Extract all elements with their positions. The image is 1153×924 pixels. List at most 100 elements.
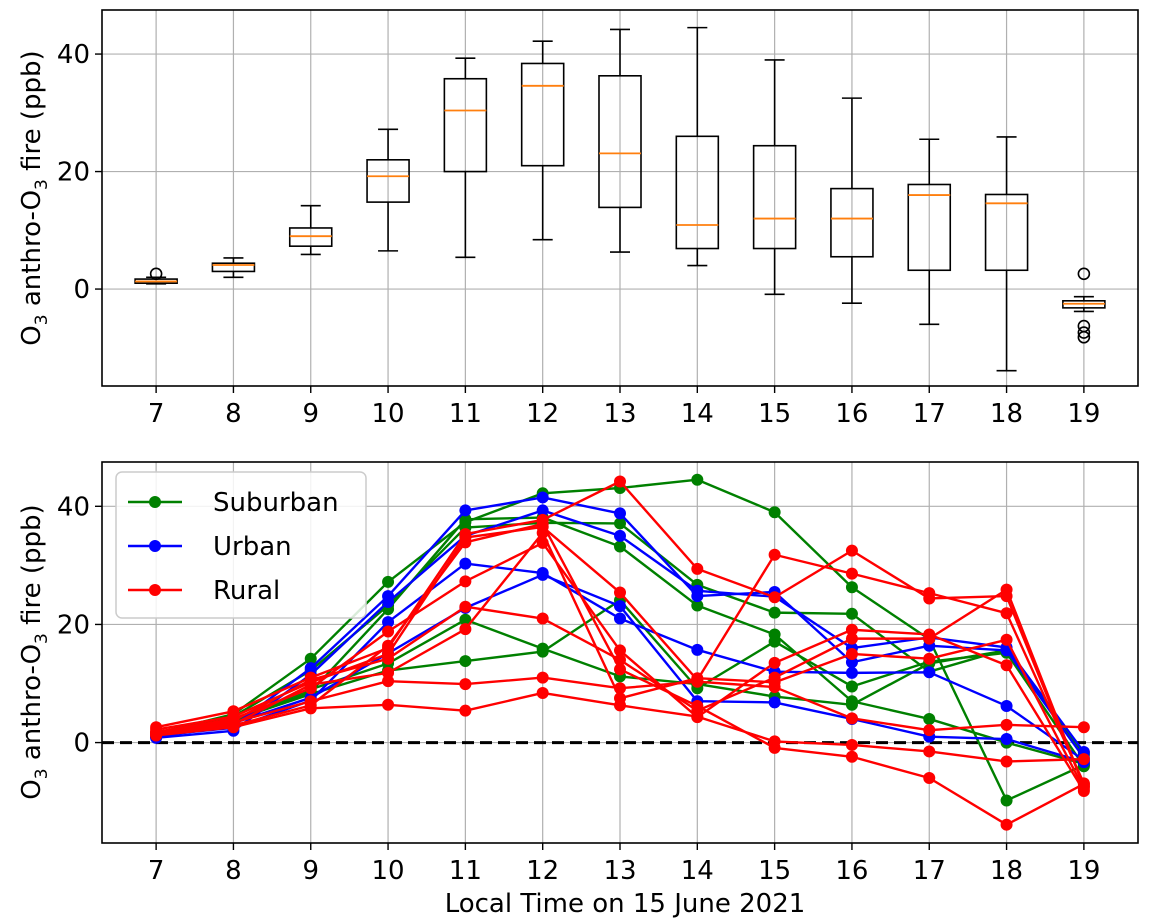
boxplot-x-tick-label: 11: [449, 399, 482, 429]
legend-entry-suburban: Suburban: [128, 488, 339, 518]
series-point: [1000, 699, 1013, 712]
series-point: [845, 698, 858, 711]
series-point: [691, 473, 704, 486]
boxplot-y-tick-label: 0: [73, 275, 90, 305]
boxplot-iqr-box: [443, 77, 488, 173]
line-x-tick-label: 16: [835, 856, 868, 886]
series-point: [614, 517, 626, 530]
series-point: [845, 750, 858, 763]
boxplot-x-tick-label: 15: [758, 399, 791, 429]
boxplot-y-tick-label: 40: [57, 40, 90, 70]
series-point: [691, 699, 704, 712]
legend-swatch-marker: [149, 584, 161, 596]
line-x-tick-label: 14: [681, 856, 714, 886]
series-point: [459, 623, 472, 636]
series-point: [459, 600, 472, 613]
boxplot-iqr-box: [675, 135, 720, 250]
boxplot-box-13: [598, 28, 642, 253]
boxplot-x-tick-label: 14: [681, 399, 714, 429]
series-point: [382, 575, 395, 588]
series-point: [923, 712, 936, 725]
series-point: [1000, 583, 1013, 596]
series-point: [1000, 659, 1013, 672]
boxplot-y-axis-label: O3 anthro-O3 fire (ppb): [17, 50, 52, 345]
series-point: [304, 699, 317, 712]
boxplot-boxes: [134, 26, 1106, 372]
boxplot-box-18: [984, 136, 1029, 372]
boxplot-x-tick-label: 13: [603, 399, 636, 429]
series-rural-16: [150, 518, 1090, 831]
boxplot-x-tick-label: 16: [835, 399, 868, 429]
series-point: [845, 581, 858, 594]
boxplot-iqr-box: [520, 62, 565, 167]
series-point: [691, 710, 704, 723]
boxplot-iqr-box: [907, 183, 952, 272]
boxplot-x-tick-label: 17: [913, 399, 946, 429]
series-point: [536, 518, 549, 531]
series-point: [923, 724, 936, 737]
series-point: [691, 643, 704, 656]
boxplot-outlier: [1077, 330, 1091, 344]
line-y-ticks: 0 20 40: [57, 492, 102, 759]
boxplot-box-12: [520, 40, 565, 241]
series-point: [382, 625, 395, 638]
line-x-tick-label: 19: [1067, 856, 1100, 886]
series-point: [614, 663, 626, 676]
boxplot-box-16: [830, 97, 874, 304]
series-point: [614, 540, 626, 553]
series-point: [768, 741, 781, 754]
series-point: [691, 599, 704, 612]
series-point: [1077, 753, 1090, 766]
series-point: [691, 675, 704, 688]
series-point: [1077, 777, 1090, 790]
line-x-tick-label: 11: [449, 856, 482, 886]
boxplot-box-17: [907, 138, 952, 326]
series-point: [614, 699, 626, 712]
line-x-tick-label: 9: [302, 856, 319, 886]
boxplot-x-tick-label: 8: [225, 399, 242, 429]
boxplot-x-tick-label: 9: [302, 399, 319, 429]
boxplot-x-tick-label: 19: [1067, 399, 1100, 429]
series-point: [459, 655, 472, 668]
series-point: [459, 575, 472, 588]
boxplot-x-tick-label: 7: [148, 399, 165, 429]
legend-label: Rural: [213, 576, 280, 606]
series-point: [768, 506, 781, 519]
boxplot-iqr-box: [984, 193, 1029, 272]
boxplot-iqr-box: [830, 187, 874, 258]
series-point: [536, 686, 549, 699]
line-x-ticks: 7 8 9 10 11 12 13 14 15 16 17 18 19: [148, 843, 1100, 886]
line-y-tick-label: 40: [57, 492, 90, 522]
boxplot-iqr-box: [752, 144, 797, 250]
boxplot-x-tick-label: 12: [526, 399, 559, 429]
series-point: [845, 623, 858, 636]
boxplot-iqr-box: [598, 75, 642, 209]
series-point: [1000, 633, 1013, 646]
series-point: [459, 557, 472, 570]
series-point: [536, 491, 549, 504]
boxplot-box-14: [675, 26, 720, 267]
boxplot-box-9: [288, 204, 333, 256]
series-point: [459, 704, 472, 717]
series-point: [536, 642, 549, 655]
series-point: [923, 632, 936, 645]
series-point: [614, 475, 626, 488]
series-point: [768, 606, 781, 619]
series-point: [768, 696, 781, 709]
legend-swatch-marker: [149, 496, 161, 508]
series-point: [382, 675, 395, 688]
legend-entry-rural: Rural: [128, 576, 280, 606]
legend-box: [115, 471, 367, 619]
series-point: [382, 652, 395, 665]
series-point: [768, 656, 781, 669]
line-panel: 7 8 9 10 11 12 13 14 15 16 17 18 19 0 20 40 O3 anthro-…: [17, 461, 1139, 919]
line-x-axis-label: Local Time on 15 June 2021: [445, 889, 806, 919]
line-x-tick-label: 18: [990, 856, 1023, 886]
series-point: [614, 507, 626, 520]
line-x-tick-label: 15: [758, 856, 791, 886]
boxplot-y-tick-label: 20: [57, 158, 90, 188]
series-point: [382, 616, 395, 629]
series-point: [845, 656, 858, 669]
series-point: [536, 504, 549, 517]
